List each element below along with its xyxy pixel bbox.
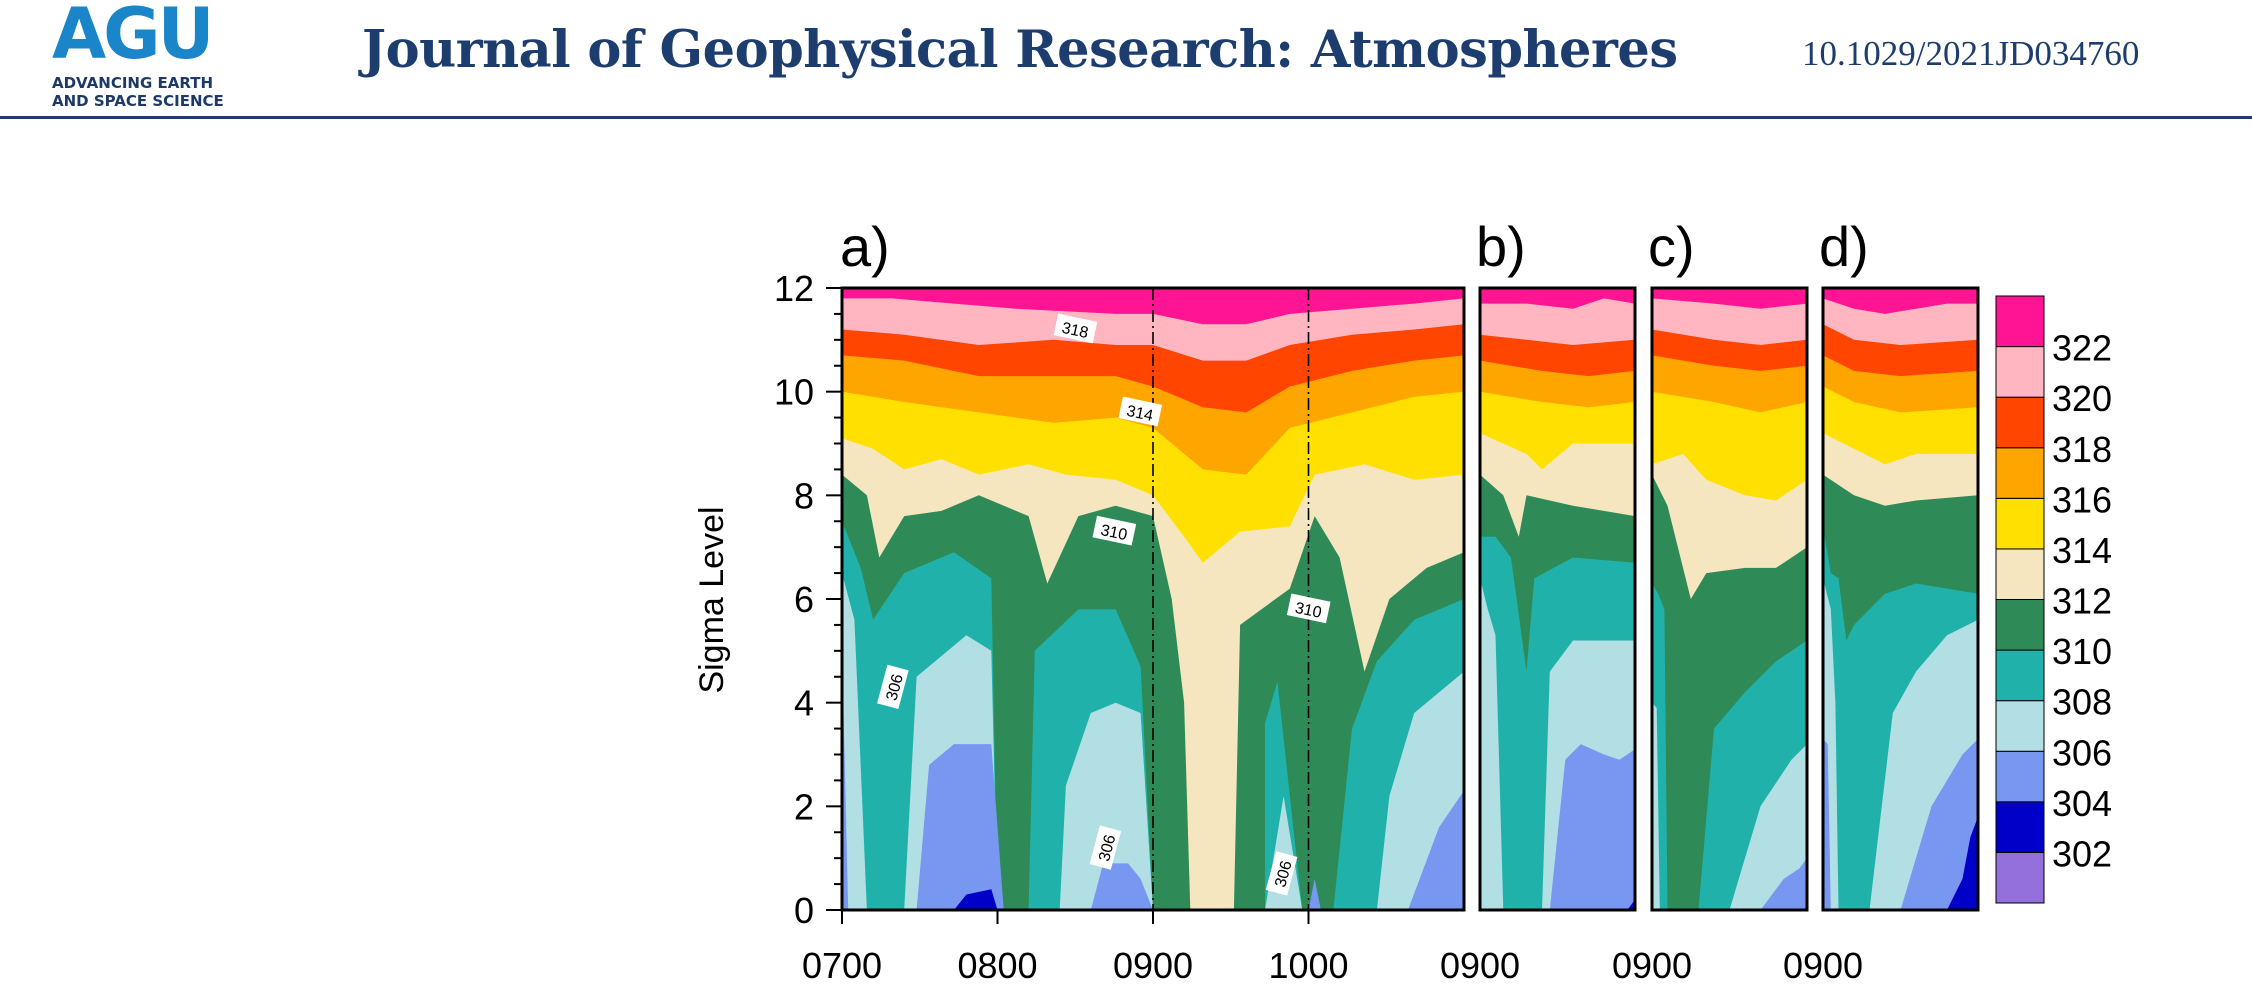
logo-tagline-line2: AND SPACE SCIENCE [52, 92, 224, 110]
contour-band-304 [1823, 739, 1978, 910]
colorbar-label: 312 [2052, 581, 2112, 622]
agu-logo-mark: AGU [52, 0, 214, 75]
colorbar-label: 322 [2052, 328, 2112, 369]
colorbar-label: 320 [2052, 378, 2112, 419]
contour-band-306 [842, 573, 1464, 910]
header-divider [0, 116, 2252, 119]
colorbar-label: 310 [2052, 631, 2112, 672]
colorbar-label: 318 [2052, 429, 2112, 470]
contour-band-304 [1480, 744, 1635, 910]
panel-label: c) [1648, 215, 1695, 278]
colorbar-label: 308 [2052, 682, 2112, 723]
contour-label: 318 [1053, 313, 1098, 344]
colorbar-swatch [1995, 396, 2045, 449]
y-tick-label: 6 [794, 579, 814, 620]
colorbar-swatch [1995, 548, 2045, 601]
contour-band-302 [842, 889, 1464, 910]
x-tick-label: 1000 [1268, 945, 1348, 986]
contour-band-304 [842, 645, 1464, 910]
logo-tagline-line1: ADVANCING EARTH [52, 74, 214, 92]
colorbar-label: 306 [2052, 732, 2112, 773]
doi-text[interactable]: 10.1029/2021JD034760 [1802, 34, 2140, 73]
x-tick-label: 0900 [1440, 945, 1520, 986]
panel-d: 0900 d) [1783, 215, 1980, 986]
contour-band-304 [1652, 858, 1807, 910]
colorbar-label: 304 [2052, 783, 2112, 824]
svg-text:306: 306 [1272, 859, 1295, 889]
x-tick-label: 0900 [1113, 945, 1193, 986]
x-tick-label: 0900 [1783, 945, 1863, 986]
panel-frame [1821, 286, 1980, 912]
panel-a: 318 314 310 310 306 306 306 0700 0800 0900 1000 a) [802, 215, 1466, 986]
y-axis: 0 2 4 6 8 10 12 [774, 268, 842, 931]
contour-label: 310 [1286, 593, 1331, 624]
colorbar-label: 302 [2052, 833, 2112, 874]
svg-text:314: 314 [1125, 403, 1155, 425]
svg-text:306: 306 [1096, 833, 1119, 863]
svg-text:310: 310 [1293, 600, 1323, 622]
contour-band-302 [1823, 816, 1978, 910]
x-tick-label: 0700 [802, 945, 882, 986]
journal-title: Journal of Geophysical Research: Atmosph… [362, 20, 1678, 80]
svg-text:310: 310 [1099, 522, 1129, 544]
colorbar-swatch [1995, 295, 2045, 348]
contour-label: 306 [877, 664, 909, 710]
y-tick-label: 0 [794, 890, 814, 931]
colorbar-swatch [1995, 750, 2045, 803]
colorbar-swatch [1995, 447, 2045, 499]
panel-frame [1650, 286, 1809, 912]
contour-band-306 [1652, 702, 1807, 910]
max-322-patch [1197, 288, 1229, 304]
colorbar-swatch [1995, 700, 2045, 752]
x-tick-label: 0800 [957, 945, 1037, 986]
colorbar-label: 314 [2052, 530, 2112, 571]
svg-text:318: 318 [1060, 320, 1090, 342]
colorbar-swatch [1995, 801, 2045, 853]
colorbar-swatch [1995, 497, 2045, 550]
colorbar-swatch [1995, 599, 2045, 651]
colorbar-label: 316 [2052, 479, 2112, 520]
panel-frame [1478, 286, 1637, 912]
y-tick-label: 12 [774, 268, 814, 309]
colorbar-legend: 302 304 306 308 310 312 314 316 318 320 322 [1995, 295, 2112, 904]
contour-label: 310 [1092, 515, 1137, 546]
panel-label: b) [1476, 215, 1526, 278]
colorbar-swatch [1995, 346, 2045, 398]
agu-logo[interactable]: AGU ADVANCING EARTH AND SPACE SCIENCE [50, 0, 230, 114]
y-axis-label: Sigma Level [693, 506, 731, 693]
contour-label: 306 [1089, 825, 1122, 870]
panel-label: d) [1819, 215, 1869, 278]
contour-label: 314 [1118, 396, 1163, 427]
panel-c: 0900 c) [1612, 215, 1809, 986]
panel-label: a) [840, 215, 890, 278]
y-tick-label: 8 [794, 475, 814, 516]
panel-b: 0900 b) [1440, 215, 1637, 986]
journal-header: AGU ADVANCING EARTH AND SPACE SCIENCE Jo… [0, 0, 2252, 119]
x-tick-label: 0900 [1612, 945, 1692, 986]
y-tick-label: 10 [774, 372, 814, 413]
y-tick-label: 4 [794, 683, 814, 724]
colorbar-swatch [1995, 649, 2045, 702]
colorbar-swatch [1995, 851, 2045, 904]
svg-text:306: 306 [884, 672, 907, 702]
contour-label: 306 [1265, 851, 1298, 896]
y-tick-label: 2 [794, 786, 814, 827]
